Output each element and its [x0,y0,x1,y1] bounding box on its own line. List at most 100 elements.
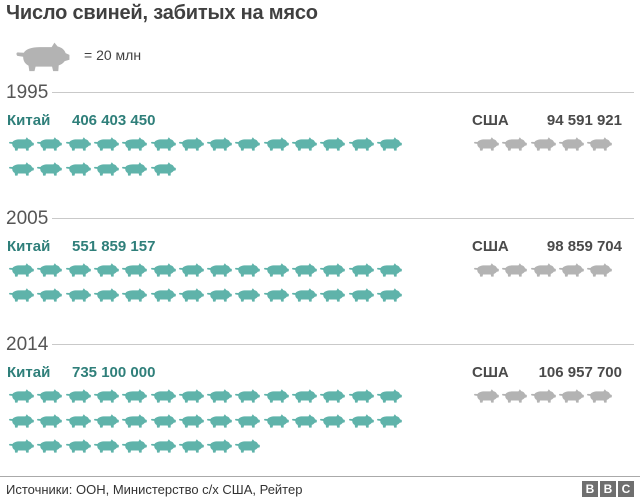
pig-icon [292,414,317,428]
pig-icon [9,263,34,277]
pig-icon [235,137,261,151]
legend-text: = 20 млн [84,47,142,63]
pig-icon [9,162,34,176]
pig-icon [122,439,147,453]
pig-icon [65,137,91,151]
pig-icon [9,414,34,428]
pig-icon [320,414,346,428]
pig-icon [474,137,499,151]
pig-icon [348,263,374,277]
pig-icon [558,263,584,277]
pig-icon [207,439,232,453]
year-label: 2005 [6,208,49,229]
pig-icon [93,288,119,302]
pig-icon [65,288,91,302]
pig-icon [207,137,232,151]
pig-icon [37,414,63,428]
pig-icon [263,137,289,151]
china-label: Китай [7,364,51,381]
pig-icon [235,288,261,302]
pig-icon [65,414,91,428]
bbc-logo-letter: B [582,481,598,497]
pig-icon [235,263,261,277]
pig-icon [93,439,119,453]
pig-icon [122,162,147,176]
usa-value: 94 591 921 [546,112,622,129]
pig-icon [235,389,261,403]
pig-icon [320,137,346,151]
pig-icon [150,137,176,151]
pig-icon [65,162,91,176]
usa-label: США [472,364,509,381]
pig-icon [37,389,63,403]
year-divider [52,218,634,219]
pig-icon [207,288,232,302]
bbc-logo-letter: B [600,481,616,497]
pig-icon [37,263,63,277]
pig-icon [178,288,204,302]
pig-icon [502,389,528,403]
china-value: 735 100 000 [72,364,156,381]
pig-icon [292,288,317,302]
pig-icon [122,263,147,277]
pig-icon [150,389,176,403]
pig-icon [37,137,63,151]
pig-icon [376,137,402,151]
pig-icon [207,389,232,403]
usa-value: 98 859 704 [546,238,622,255]
pig-icon [263,389,289,403]
pig-icon [9,439,34,453]
pig-icon [320,288,346,302]
pig-icon [292,263,317,277]
pig-icon [348,288,374,302]
pig-icon [9,137,34,151]
pig-icon [16,42,70,72]
pig-icon [122,288,147,302]
pig-icon [587,389,612,403]
china-label: Китай [7,238,51,255]
chart-title: Число свиней, забитых на мясо [6,2,318,24]
usa-value: 106 957 700 [538,364,622,381]
year-label: 1995 [6,82,49,103]
pig-icon [474,389,499,403]
pig-icon [348,137,374,151]
pig-icon [558,137,584,151]
china-label: Китай [7,112,51,129]
usa-label: США [472,112,509,129]
source-note: Источники: ООН, Министерство с/х США, Ре… [6,482,303,497]
pig-icon [292,389,317,403]
bbc-logo-letter: C [618,481,634,497]
china-value: 406 403 450 [72,112,156,129]
pig-icon [178,389,204,403]
pig-icon [376,389,402,403]
china-value: 551 859 157 [72,238,156,255]
pig-icon [122,414,147,428]
usa-label: США [472,238,509,255]
pig-icon [65,389,91,403]
pig-icon [530,389,556,403]
pig-icon [150,439,176,453]
pig-icon [178,137,204,151]
pig-icon [474,263,499,277]
pig-icon [207,263,232,277]
pig-icon [320,263,346,277]
pig-icon [93,263,119,277]
pig-icon [502,263,528,277]
pig-icon [150,288,176,302]
year-label: 2014 [6,334,49,355]
pig-icon [235,439,261,453]
pig-icon [292,137,317,151]
pig-icon [502,137,528,151]
pig-icon [150,263,176,277]
pig-icon [37,162,63,176]
pig-icon [37,439,63,453]
pig-icon [9,288,34,302]
pig-icon [587,137,612,151]
pig-icon [348,389,374,403]
pig-icon [150,414,176,428]
pig-icon [376,414,402,428]
pig-icon [376,288,402,302]
pig-icon [263,288,289,302]
pig-icon [122,389,147,403]
pig-icon [37,288,63,302]
